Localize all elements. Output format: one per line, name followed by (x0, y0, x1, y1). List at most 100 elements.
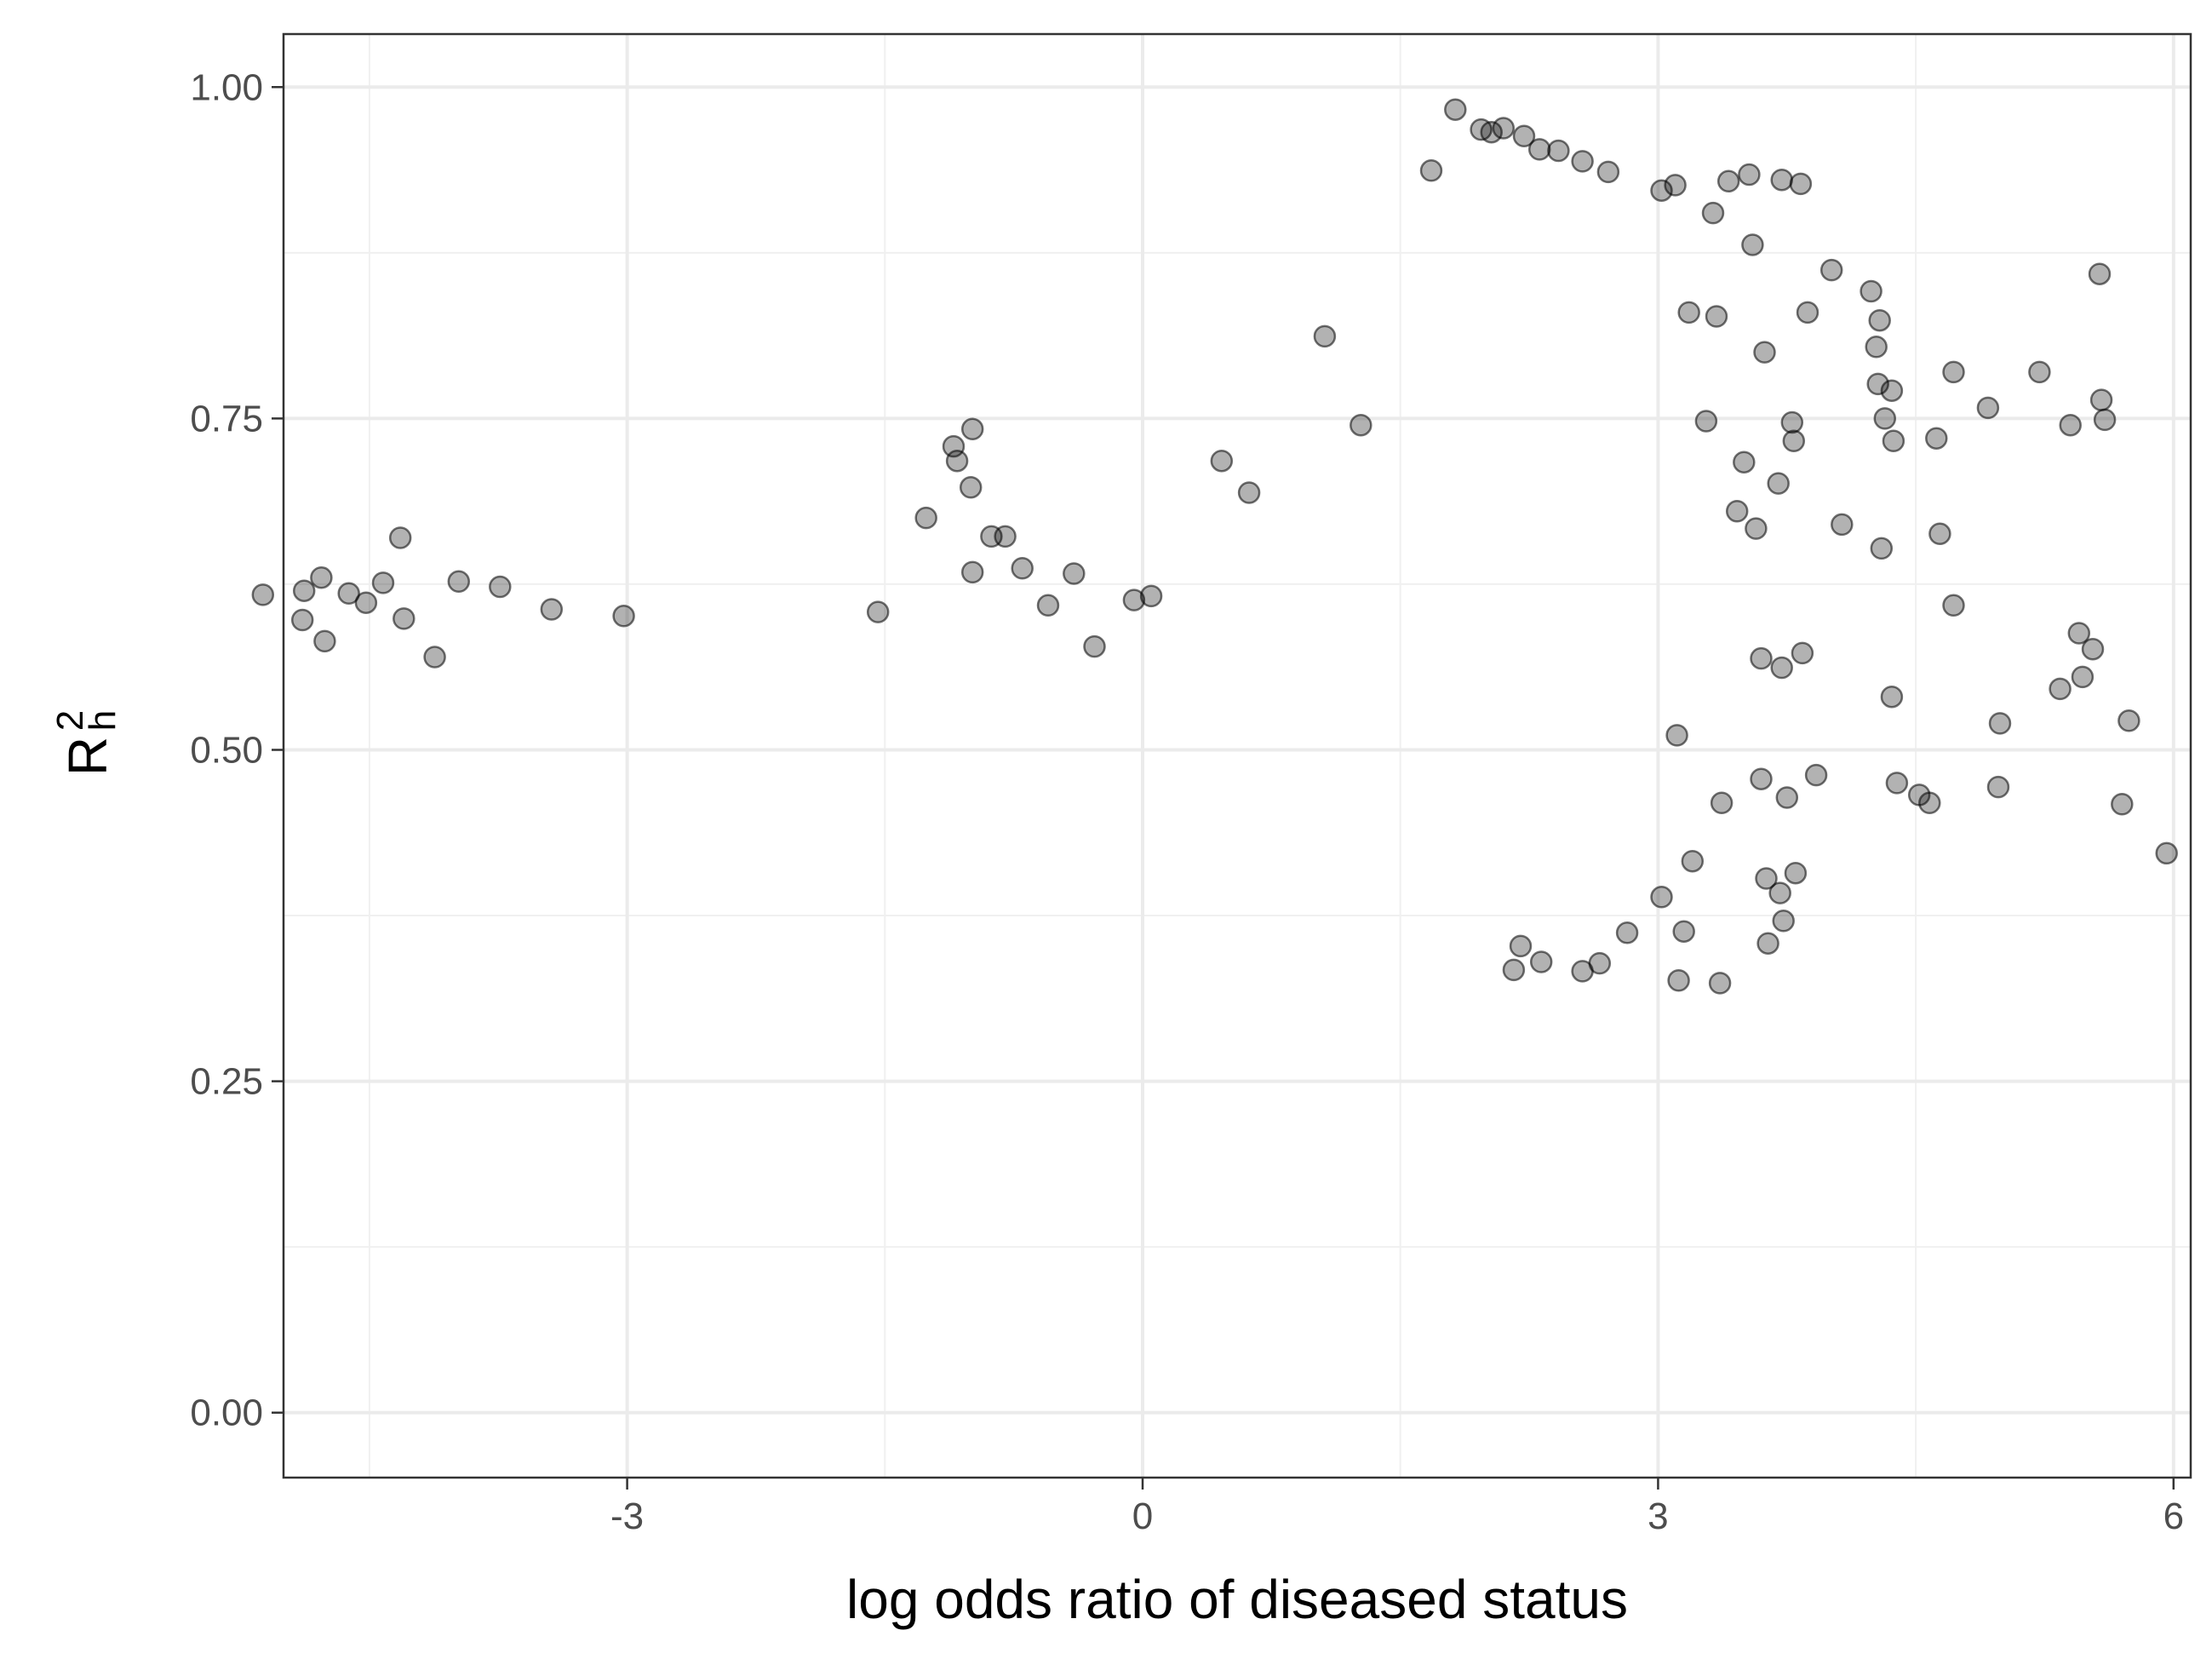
y-tick-label: 0.75 (190, 398, 263, 439)
data-point (1210, 449, 1234, 473)
data-point (1512, 124, 1536, 148)
data-point (1738, 163, 1761, 187)
data-point (2028, 360, 2051, 384)
data-point (489, 575, 512, 599)
data-points (251, 98, 2178, 995)
data-point (1708, 972, 1732, 995)
data-point (1701, 201, 1725, 225)
data-point (2081, 637, 2105, 661)
major-gridlines (284, 34, 2191, 1478)
x-tick-label: 0 (1132, 1495, 1153, 1537)
data-point (1527, 138, 1551, 161)
data-point (1313, 324, 1337, 348)
data-point (1036, 594, 1060, 617)
y-tick-label: 1.00 (190, 66, 263, 108)
data-point (1770, 168, 1793, 192)
data-point (960, 560, 984, 584)
data-point (1571, 150, 1594, 173)
x-tick-label: -3 (610, 1495, 644, 1537)
y-axis-ticks: 0.00 0.25 0.50 0.75 1.00 (190, 66, 284, 1434)
data-point (1819, 258, 1843, 282)
data-point (1942, 594, 1965, 617)
data-point (1750, 646, 1773, 670)
data-point (354, 591, 378, 614)
x-tick-label: 3 (1648, 1495, 1668, 1537)
data-point (959, 476, 983, 499)
data-point (1502, 958, 1526, 982)
data-point (1681, 849, 1705, 873)
data-point (1664, 174, 1687, 197)
data-point (1710, 791, 1733, 815)
data-point (447, 570, 471, 594)
data-point (1011, 557, 1034, 580)
data-point (251, 583, 275, 606)
data-point (1650, 886, 1673, 909)
plot-panel (284, 34, 2191, 1478)
data-point (2117, 709, 2140, 732)
svg-text:R: R (57, 737, 118, 776)
data-point (2111, 793, 2134, 816)
y-axis-title-base: R (57, 737, 118, 776)
data-point (1796, 301, 1819, 324)
data-point (1677, 301, 1700, 324)
data-point (393, 607, 415, 630)
data-point (1588, 951, 1612, 975)
data-point (2093, 408, 2117, 432)
y-tick-label: 0.25 (190, 1061, 263, 1103)
data-point (2067, 622, 2091, 645)
data-point (1753, 341, 1776, 364)
data-point (1139, 584, 1163, 608)
data-point (1756, 932, 1779, 955)
data-point (1419, 159, 1443, 182)
data-point (1928, 522, 1951, 546)
data-point (1694, 410, 1718, 433)
x-axis-ticks: -3 0 3 6 (610, 1478, 2184, 1537)
data-point (1741, 233, 1764, 256)
data-point (1767, 472, 1790, 495)
data-point (1725, 500, 1749, 523)
data-point (1880, 685, 1904, 709)
data-point (313, 629, 336, 653)
y-axis-title-subscript: h (82, 710, 123, 731)
data-point (1986, 775, 2010, 799)
data-point (1870, 537, 1894, 560)
data-point (1866, 372, 1889, 396)
y-axis-title-superscript: 2 (49, 710, 91, 731)
data-point (1768, 881, 1791, 904)
plot-panel-border (282, 32, 2192, 1479)
data-point (914, 506, 937, 530)
data-point (945, 449, 969, 473)
data-point (866, 600, 890, 623)
y-tick-label: 0.50 (190, 729, 263, 771)
minor-gridlines (284, 34, 2191, 1478)
data-point (1865, 336, 1888, 359)
data-point (292, 579, 316, 602)
data-point (2089, 388, 2113, 411)
data-point (2071, 665, 2095, 689)
data-point (1672, 920, 1695, 943)
data-point (1868, 308, 1891, 332)
data-point (1547, 139, 1570, 163)
data-point (1444, 98, 1467, 121)
data-point (1750, 767, 1773, 790)
data-point (1780, 410, 1804, 434)
data-point (1942, 360, 1965, 384)
data-point (1667, 969, 1690, 992)
data-point (2155, 841, 2178, 865)
data-point (2049, 677, 2072, 701)
data-point (1804, 763, 1828, 787)
data-point (1918, 791, 1941, 815)
data-point (1705, 305, 1728, 328)
data-point (1772, 910, 1795, 933)
data-point (960, 417, 984, 441)
data-point (1789, 172, 1813, 196)
data-point (1976, 396, 2000, 420)
x-axis-title: log odds ratio of diseased status (846, 1569, 1628, 1630)
data-point (1529, 950, 1553, 973)
data-point (1782, 429, 1806, 453)
data-point (1122, 588, 1146, 611)
data-point (1860, 279, 1882, 303)
data-point (423, 646, 446, 669)
